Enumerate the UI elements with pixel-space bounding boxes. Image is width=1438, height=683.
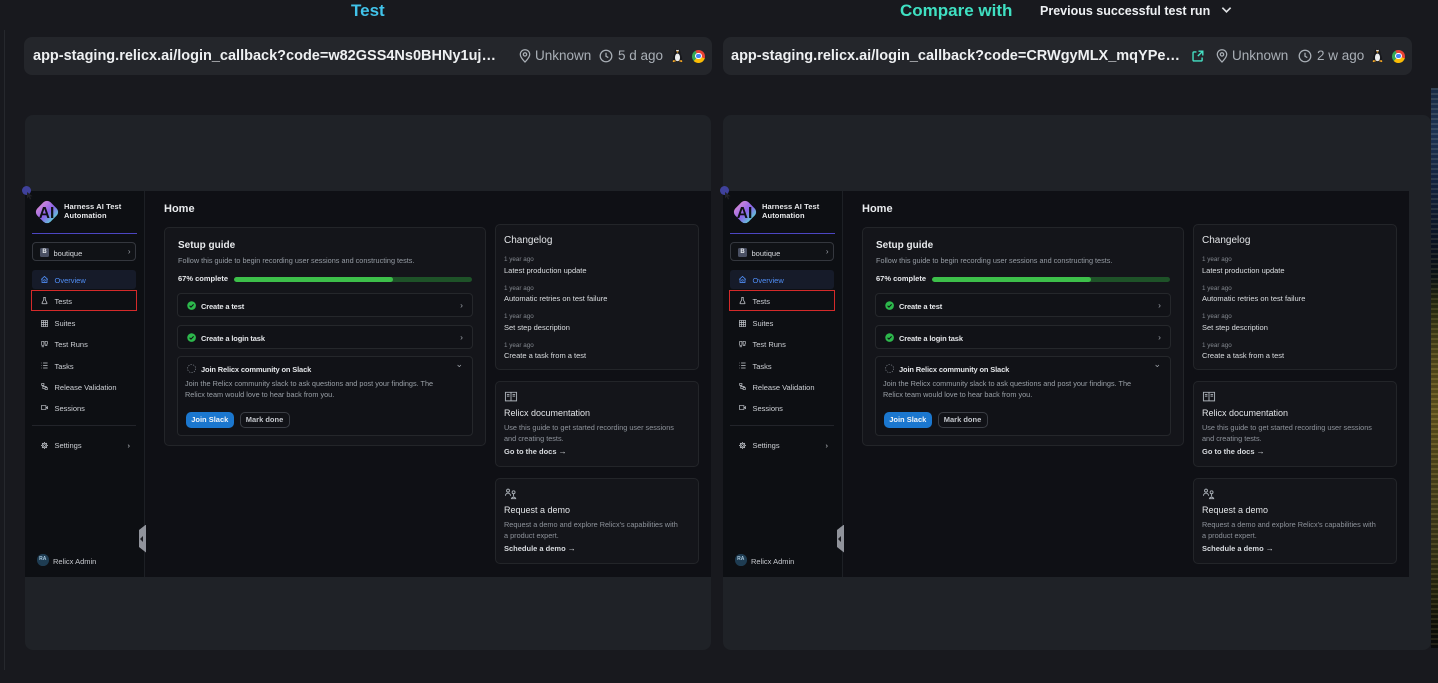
svg-text:AI: AI [39, 205, 55, 222]
svg-text:AI: AI [737, 205, 753, 222]
